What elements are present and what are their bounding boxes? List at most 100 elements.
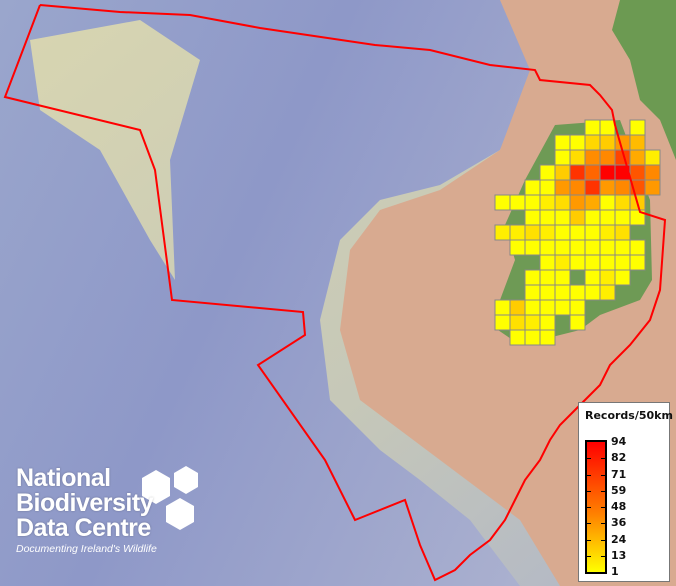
grid-cell — [539, 284, 556, 301]
grid-cell — [554, 269, 571, 286]
grid-cell — [584, 254, 601, 271]
grid-cell — [524, 239, 541, 256]
grid-cell — [614, 239, 631, 256]
grid-cell — [554, 164, 571, 181]
logo-tagline: Documenting Ireland's Wildlife — [16, 543, 157, 555]
grid-cell — [599, 284, 616, 301]
grid-cell — [629, 254, 646, 271]
grid-cell — [629, 149, 646, 166]
grid-cell — [539, 314, 556, 331]
grid-cell — [644, 179, 661, 196]
grid-cell — [554, 284, 571, 301]
grid-cell — [524, 284, 541, 301]
grid-cell — [614, 269, 631, 286]
grid-cell — [539, 239, 556, 256]
grid-cell — [584, 209, 601, 226]
grid-cell — [554, 179, 571, 196]
color-ramp — [585, 440, 607, 574]
grid-cell — [539, 254, 556, 271]
legend-tick — [601, 523, 605, 525]
grid-cell — [524, 299, 541, 316]
grid-cell — [509, 224, 526, 241]
grid-cell — [584, 164, 601, 181]
grid-cell — [569, 314, 586, 331]
grid-cell — [584, 284, 601, 301]
legend-label: 36 — [611, 516, 627, 530]
legend-tick — [587, 539, 591, 541]
grid-cell — [539, 269, 556, 286]
grid-cell — [584, 239, 601, 256]
logo-line-3: Data Centre — [16, 514, 151, 542]
legend-label: 71 — [611, 467, 627, 481]
grid-cell — [599, 134, 616, 151]
grid-cell — [509, 299, 526, 316]
legend-label: 1 — [611, 565, 619, 578]
grid-cell — [554, 254, 571, 271]
grid-cell — [539, 179, 556, 196]
grid-cell — [509, 194, 526, 211]
grid-cell — [554, 134, 571, 151]
logo-line-1: National — [16, 464, 111, 492]
grid-cell — [644, 164, 661, 181]
grid-cell — [509, 239, 526, 256]
grid-cell — [614, 209, 631, 226]
grid-cell — [539, 209, 556, 226]
grid-cell — [539, 194, 556, 211]
legend: Records/50km 94 82 71 59 48 36 24 13 1 — [578, 402, 673, 582]
grid-cell — [569, 194, 586, 211]
grid-cell — [569, 149, 586, 166]
grid-cell — [524, 314, 541, 331]
grid-cell — [569, 299, 586, 316]
grid-cell — [539, 224, 556, 241]
logo-hexagons-icon — [142, 466, 198, 530]
grid-cell — [599, 149, 616, 166]
grid-cell — [629, 119, 646, 136]
grid-cell — [524, 269, 541, 286]
grid-cell — [614, 179, 631, 196]
grid-cell — [614, 254, 631, 271]
grid-cell — [494, 194, 511, 211]
legend-tick — [601, 490, 605, 492]
grid-cell — [599, 269, 616, 286]
legend-tick — [601, 474, 605, 476]
grid-cell — [494, 314, 511, 331]
grid-cell — [584, 134, 601, 151]
records-grid — [494, 119, 661, 346]
grid-cell — [599, 209, 616, 226]
legend-tick — [587, 507, 591, 508]
grid-cell — [599, 119, 616, 136]
grid-cell — [539, 329, 556, 346]
grid-cell — [524, 179, 541, 196]
legend-label: 59 — [611, 483, 627, 497]
grid-cell — [554, 209, 571, 226]
legend-title: Records/50km — [585, 409, 673, 422]
grid-cell — [599, 179, 616, 196]
legend-tick — [587, 490, 591, 492]
grid-cell — [539, 299, 556, 316]
grid-cell — [584, 149, 601, 166]
grid-cell — [599, 164, 616, 181]
grid-cell — [524, 329, 541, 346]
grid-cell — [569, 209, 586, 226]
boundary-line — [3, 4, 667, 582]
grid-cell — [554, 224, 571, 241]
grid-cell — [554, 194, 571, 211]
legend-label: 13 — [611, 548, 627, 562]
legend-tick — [601, 507, 605, 508]
nbdc-logo: National Biodiversity Data Centre Docume… — [16, 464, 157, 556]
grid-cell — [614, 224, 631, 241]
legend-tick — [601, 458, 605, 460]
grid-cell — [629, 164, 646, 181]
grid-cell — [494, 299, 511, 316]
grid-cell — [569, 239, 586, 256]
grid-cell — [584, 179, 601, 196]
legend-tick — [587, 474, 591, 476]
grid-cell — [524, 209, 541, 226]
grid-cell — [599, 224, 616, 241]
legend-tick — [587, 523, 591, 525]
grid-cell — [584, 194, 601, 211]
great-britain-land — [612, 0, 676, 160]
grid-cell — [509, 329, 526, 346]
legend-tick — [601, 539, 605, 541]
grid-cell — [554, 239, 571, 256]
